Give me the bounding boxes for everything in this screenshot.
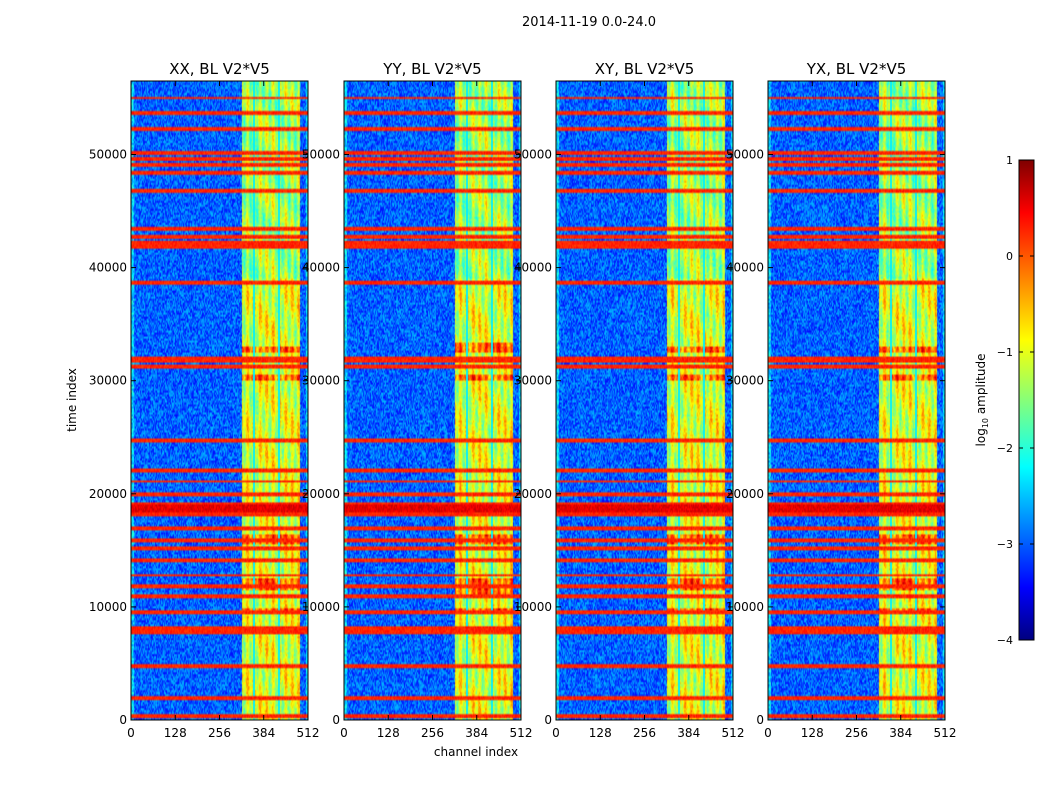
y-tick-label: 50000	[726, 148, 764, 162]
heatmap-image	[131, 81, 308, 720]
x-tick-label: 128	[377, 726, 400, 740]
panel-xx: XX, BL V2*V5 0 128 256 384 512 0 10000 20000 3000…	[89, 60, 320, 740]
panel-yy: YY, BL V2*V5 0 128 256 384 512 0 10000 20000 3000…	[302, 60, 533, 740]
x-tick-label: 0	[552, 726, 560, 740]
y-tick-label: 10000	[302, 600, 340, 614]
y-tick-label: 0	[756, 713, 764, 727]
x-tick-label: 256	[633, 726, 656, 740]
y-axis-label: time index	[65, 368, 79, 432]
heatmap-image	[556, 81, 733, 720]
panel-xy: XY, BL V2*V5 0 128 256 384 512 0 10000 20000 3000…	[514, 60, 745, 740]
y-tick-label: 0	[332, 713, 340, 727]
x-tick-label: 0	[127, 726, 135, 740]
y-tick-label: 40000	[726, 261, 764, 275]
heatmap-image	[344, 81, 521, 720]
y-tick-label: 50000	[302, 148, 340, 162]
panel-title: YY, BL V2*V5	[382, 60, 481, 78]
panel-title: XX, BL V2*V5	[169, 60, 270, 78]
y-tick-label: 50000	[89, 148, 127, 162]
x-tick-label: 384	[677, 726, 700, 740]
y-tick-label: 10000	[514, 600, 552, 614]
x-tick-label: 512	[510, 726, 533, 740]
panel-yx: YX, BL V2*V5 0 128 256 384 512 0 10000 20000 3000…	[726, 60, 957, 740]
y-tick-label: 20000	[89, 487, 127, 501]
x-tick-label: 128	[164, 726, 187, 740]
colorbar-tick-label: 1	[1006, 154, 1013, 167]
y-tick-label: 20000	[514, 487, 552, 501]
x-tick-label: 512	[934, 726, 957, 740]
figure-title: 2014-11-19 0.0-24.0	[522, 15, 656, 30]
y-tick-label: 50000	[514, 148, 552, 162]
colorbar-gradient	[1018, 159, 1035, 641]
y-tick-label: 0	[544, 713, 552, 727]
panel-title: XY, BL V2*V5	[595, 60, 695, 78]
y-tick-label: 0	[119, 713, 127, 727]
x-axis-label: channel index	[434, 745, 518, 759]
x-tick-label: 0	[340, 726, 348, 740]
x-tick-label: 0	[764, 726, 772, 740]
y-tick-label: 40000	[302, 261, 340, 275]
x-tick-label: 512	[297, 726, 320, 740]
y-tick-label: 10000	[89, 600, 127, 614]
y-tick-label: 30000	[302, 374, 340, 388]
colorbar-tick-label: −2	[997, 442, 1013, 455]
colorbar-ticks: 1 0 −1 −2 −3 −4	[997, 154, 1034, 647]
colorbar-tick-label: −4	[997, 634, 1013, 647]
x-tick-label: 384	[889, 726, 912, 740]
x-tick-label: 384	[252, 726, 275, 740]
panel-title: YX, BL V2*V5	[806, 60, 907, 78]
colorbar-tick-label: −1	[997, 346, 1013, 359]
y-tick-label: 20000	[726, 487, 764, 501]
x-tick-label: 256	[421, 726, 444, 740]
y-tick-label: 40000	[89, 261, 127, 275]
y-tick-label: 30000	[514, 374, 552, 388]
x-tick-label: 128	[801, 726, 824, 740]
colorbar-tick-label: 0	[1006, 250, 1013, 263]
x-tick-label: 256	[845, 726, 868, 740]
x-tick-label: 128	[589, 726, 612, 740]
y-tick-label: 30000	[726, 374, 764, 388]
x-tick-label: 512	[722, 726, 745, 740]
y-tick-label: 20000	[302, 487, 340, 501]
y-tick-label: 10000	[726, 600, 764, 614]
colorbar-tick-label: −3	[997, 538, 1013, 551]
x-tick-label: 384	[465, 726, 488, 740]
x-tick-label: 256	[208, 726, 231, 740]
colorbar-label: log10 amplitude	[974, 354, 990, 447]
y-tick-label: 40000	[514, 261, 552, 275]
y-tick-label: 30000	[89, 374, 127, 388]
heatmap-image	[768, 81, 945, 720]
colorbar: 1 0 −1 −2 −3 −4 log10 amplitude	[974, 154, 1035, 647]
